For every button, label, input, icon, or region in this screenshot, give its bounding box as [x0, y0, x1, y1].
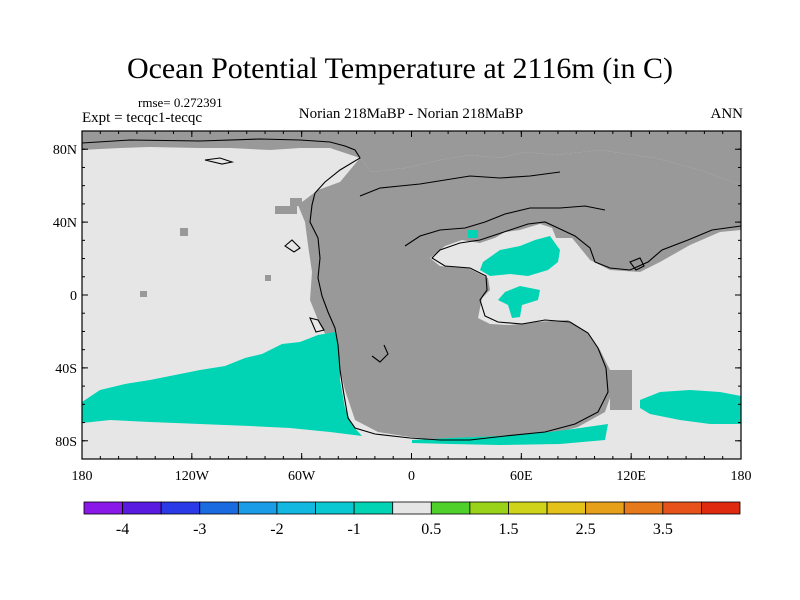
coastline-inlet: [371, 344, 389, 363]
map-title: Ocean Potential Temperature at 2116m (in…: [126, 52, 674, 85]
coastline-island: [284, 239, 301, 253]
lon-tick-label: 60E: [510, 469, 533, 484]
land-pixel: [180, 228, 188, 236]
lon-tick-label: 120E: [616, 469, 646, 484]
anomaly-tethys-patch: [468, 230, 478, 238]
lon-tick-label: 120W: [175, 469, 210, 484]
land-pixel: [265, 275, 271, 281]
colorbar-swatch: [276, 501, 316, 515]
colorbar-swatch: [199, 501, 239, 515]
colorbar-swatch: [237, 501, 278, 515]
lon-tick-label: 0: [408, 469, 415, 484]
coastline-arctic: [359, 171, 561, 197]
coastlines: [82, 138, 741, 441]
lon-tick-label: 180: [72, 469, 93, 484]
colorbar-label: 1.5: [498, 521, 518, 538]
colorbar-swatch: [392, 501, 432, 515]
colorbar-swatch: [469, 501, 509, 515]
subtitle-label: Norian 218MaBP - Norian 218MaBP: [298, 106, 524, 122]
colorbar-swatch: [353, 501, 394, 515]
anomaly-tethys-patch: [480, 236, 560, 276]
land-masses: [82, 131, 741, 440]
colorbar-swatch: [585, 501, 625, 515]
lat-tick-label: 40N: [53, 216, 77, 231]
colorbar-swatch: [122, 501, 162, 515]
lon-tick-label: 60W: [288, 469, 316, 484]
colorbar-label: -2: [270, 521, 283, 538]
colorbar-label: 3.5: [653, 521, 673, 538]
colorbar-swatch: [315, 501, 355, 515]
land-pixel: [290, 198, 302, 206]
colorbar-label: 2.5: [576, 521, 596, 538]
colorbar-label: -4: [116, 521, 129, 538]
lat-tick-label: 40S: [55, 362, 77, 377]
colorbar-swatch: [160, 501, 201, 515]
coastline-island: [629, 257, 645, 271]
land-pixel: [140, 291, 147, 297]
coastline-island: [204, 157, 235, 165]
colorbar-swatch: [508, 501, 548, 515]
colorbar-label: -3: [193, 521, 206, 538]
land-pixel: [610, 205, 632, 223]
experiment-label: Expt = tecqc1-tecqc: [82, 110, 203, 126]
colorbar-swatch: [546, 501, 587, 515]
colorbar-label: 0.5: [421, 521, 441, 538]
colorbar-label: -1: [347, 521, 360, 538]
colorbar-swatch: [430, 501, 471, 515]
arctic-land: [82, 131, 741, 185]
colorbar-swatch: [83, 501, 123, 515]
axis-ticks: 80N 40N 0 40S 80S 180 120W 60W 0 60E 120E 180: [53, 130, 752, 484]
colorbar-swatch: [701, 501, 741, 515]
land-pixel: [610, 370, 632, 410]
lat-tick-label: 80S: [55, 435, 77, 450]
rmse-label: rmse= 0.272391: [138, 95, 223, 110]
lon-tick-label: 180: [731, 469, 752, 484]
colorbar-swatch: [662, 501, 702, 515]
colorbar-swatch: [623, 501, 664, 515]
lat-tick-label: 80N: [53, 143, 77, 158]
coastline-tethys-north: [404, 205, 606, 247]
coastline-pangaea: [82, 138, 741, 441]
anomaly-panthalassa-south: [82, 332, 362, 436]
colorbar: -4 -3 -2 -1 0.5 1.5 2.5 3.5: [83, 501, 741, 538]
anomaly-tethys-patch: [498, 286, 540, 318]
land-pixel: [275, 206, 297, 214]
anomaly-east-south-patch: [640, 390, 741, 424]
map-body: [82, 131, 741, 459]
lat-tick-label: 0: [70, 289, 77, 304]
season-label: ANN: [710, 106, 744, 122]
coastline-island: [309, 317, 325, 333]
